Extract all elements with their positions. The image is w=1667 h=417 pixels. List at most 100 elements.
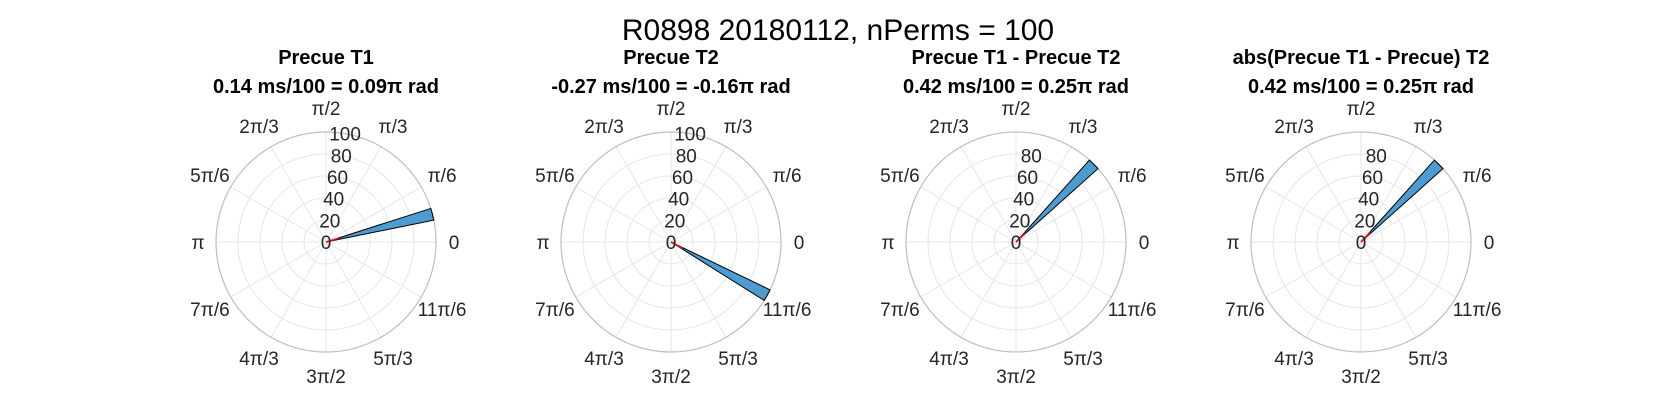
r-tick-label: 80	[331, 146, 352, 167]
theta-tick-label: π/6	[1463, 166, 1492, 187]
grid-spoke	[1360, 241, 1417, 338]
theta-tick-label: 3π/2	[651, 367, 691, 388]
grid-spoke	[1265, 186, 1362, 243]
theta-tick-label: π/2	[1347, 99, 1376, 120]
theta-tick-label: 11π/6	[1453, 300, 1502, 321]
r-tick-label: 0	[1011, 233, 1022, 254]
subplot-title: Precue T1 - Precue T2	[912, 47, 1121, 69]
polar-axes-1: Precue T10.14 ms/100 = 0.09π rad02040608…	[190, 47, 466, 388]
r-tick-label: 40	[1013, 190, 1034, 211]
theta-tick-label: π/3	[1069, 117, 1098, 138]
theta-tick-label: π	[536, 233, 549, 254]
theta-tick-label: π/6	[773, 166, 802, 187]
theta-tick-label: 2π/3	[239, 117, 279, 138]
theta-tick-label: π	[881, 233, 894, 254]
r-tick-label: 0	[666, 233, 677, 254]
theta-tick-label: 5π/6	[1225, 166, 1265, 187]
grid-spoke	[1015, 186, 1112, 243]
theta-tick-label: π/6	[428, 166, 457, 187]
grid-spoke	[1015, 241, 1072, 338]
outer-ring	[905, 131, 1127, 353]
mean-angle-line	[1360, 232, 1371, 243]
theta-tick-label: 11π/6	[1108, 300, 1157, 321]
grid-spoke	[670, 146, 727, 243]
theta-tick-label: 5π/6	[190, 166, 230, 187]
polar-axes-3: Precue T1 - Precue T2 0.42 ms/100 = 0.25π…	[880, 47, 1156, 388]
r-tick-label: 80	[1366, 146, 1387, 167]
grid-spoke	[920, 186, 1017, 243]
subplot-subtitle: 0.42 ms/100 = 0.25π rad	[1248, 76, 1474, 98]
r-tick-label: 60	[1362, 168, 1383, 189]
theta-tick-label: π/6	[1118, 166, 1147, 187]
theta-tick-label: 7π/6	[535, 300, 575, 321]
theta-tick-label: 7π/6	[1225, 300, 1265, 321]
r-tick-label: 0	[1356, 233, 1367, 254]
grid-spoke	[670, 241, 727, 338]
histogram-bar	[325, 207, 435, 243]
grid-spoke	[1015, 241, 1112, 298]
figure-title: R0898 20180112, nPerms = 100	[622, 14, 1054, 47]
r-tick-label: 60	[672, 168, 693, 189]
grid-spoke	[1305, 241, 1362, 338]
mean-angle-line	[1015, 232, 1026, 243]
grid-spoke	[615, 241, 672, 338]
r-tick-label: 80	[1021, 146, 1042, 167]
theta-tick-label: 0	[1484, 233, 1495, 254]
theta-tick-label: 11π/6	[418, 300, 467, 321]
mean-angle-line	[670, 241, 683, 250]
r-tick-label: 40	[668, 190, 689, 211]
grid-spoke	[270, 146, 327, 243]
subplot-title: Precue T2	[623, 47, 719, 69]
r-tick-label: 100	[329, 125, 361, 146]
theta-tick-label: 11π/6	[763, 300, 812, 321]
grid-spoke	[230, 241, 327, 298]
grid-spoke	[575, 186, 672, 243]
grid-spoke	[325, 241, 382, 338]
mean-angle-line	[325, 237, 339, 243]
subplot-subtitle: -0.27 ms/100 = -0.16π rad	[551, 76, 790, 98]
r-tick-label: 100	[674, 125, 706, 146]
polar-axes-4: abs(Precue T1 - Precue) T2 0.42 ms/100 = …	[1225, 47, 1501, 388]
theta-tick-label: 7π/6	[190, 300, 230, 321]
theta-tick-label: π/3	[1414, 117, 1443, 138]
theta-tick-label: 4π/3	[1274, 349, 1314, 370]
r-tick-label: 20	[319, 211, 340, 232]
theta-tick-label: 3π/2	[1341, 367, 1381, 388]
theta-tick-label: 5π/3	[373, 349, 413, 370]
subplot-subtitle: 0.14 ms/100 = 0.09π rad	[213, 76, 439, 98]
theta-tick-label: 2π/3	[1274, 117, 1314, 138]
theta-tick-label: 0	[449, 233, 460, 254]
r-tick-label: 60	[1017, 168, 1038, 189]
theta-tick-label: 0	[1139, 233, 1150, 254]
grid-spoke	[325, 186, 422, 243]
theta-tick-label: π/2	[312, 99, 341, 120]
grid-spoke	[960, 146, 1017, 243]
grid-spoke	[1265, 241, 1362, 298]
theta-tick-label: 5π/6	[880, 166, 920, 187]
theta-tick-label: π/3	[379, 117, 408, 138]
theta-tick-label: 3π/2	[996, 367, 1036, 388]
subplot-title: Precue T1	[278, 47, 374, 69]
grid-spoke	[1360, 146, 1417, 243]
theta-tick-label: 5π/3	[1063, 349, 1103, 370]
grid-spoke	[920, 241, 1017, 298]
r-tick-label: 40	[1358, 190, 1379, 211]
theta-tick-label: 4π/3	[929, 349, 969, 370]
grid-spoke	[1305, 146, 1362, 243]
grid-spoke	[1360, 241, 1457, 298]
theta-tick-label: 2π/3	[929, 117, 969, 138]
theta-tick-label: π	[191, 233, 204, 254]
grid-spoke	[325, 146, 382, 243]
theta-tick-label: π/2	[1002, 99, 1031, 120]
theta-tick-label: 5π/6	[535, 166, 575, 187]
grid-spoke	[1360, 186, 1457, 243]
grid-spoke	[270, 241, 327, 338]
theta-tick-label: π	[1226, 233, 1239, 254]
theta-tick-label: 5π/3	[718, 349, 758, 370]
grid-spoke	[575, 241, 672, 298]
theta-tick-label: 7π/6	[880, 300, 920, 321]
outer-ring	[215, 131, 437, 353]
r-tick-label: 20	[1009, 211, 1030, 232]
r-tick-label: 0	[321, 233, 332, 254]
